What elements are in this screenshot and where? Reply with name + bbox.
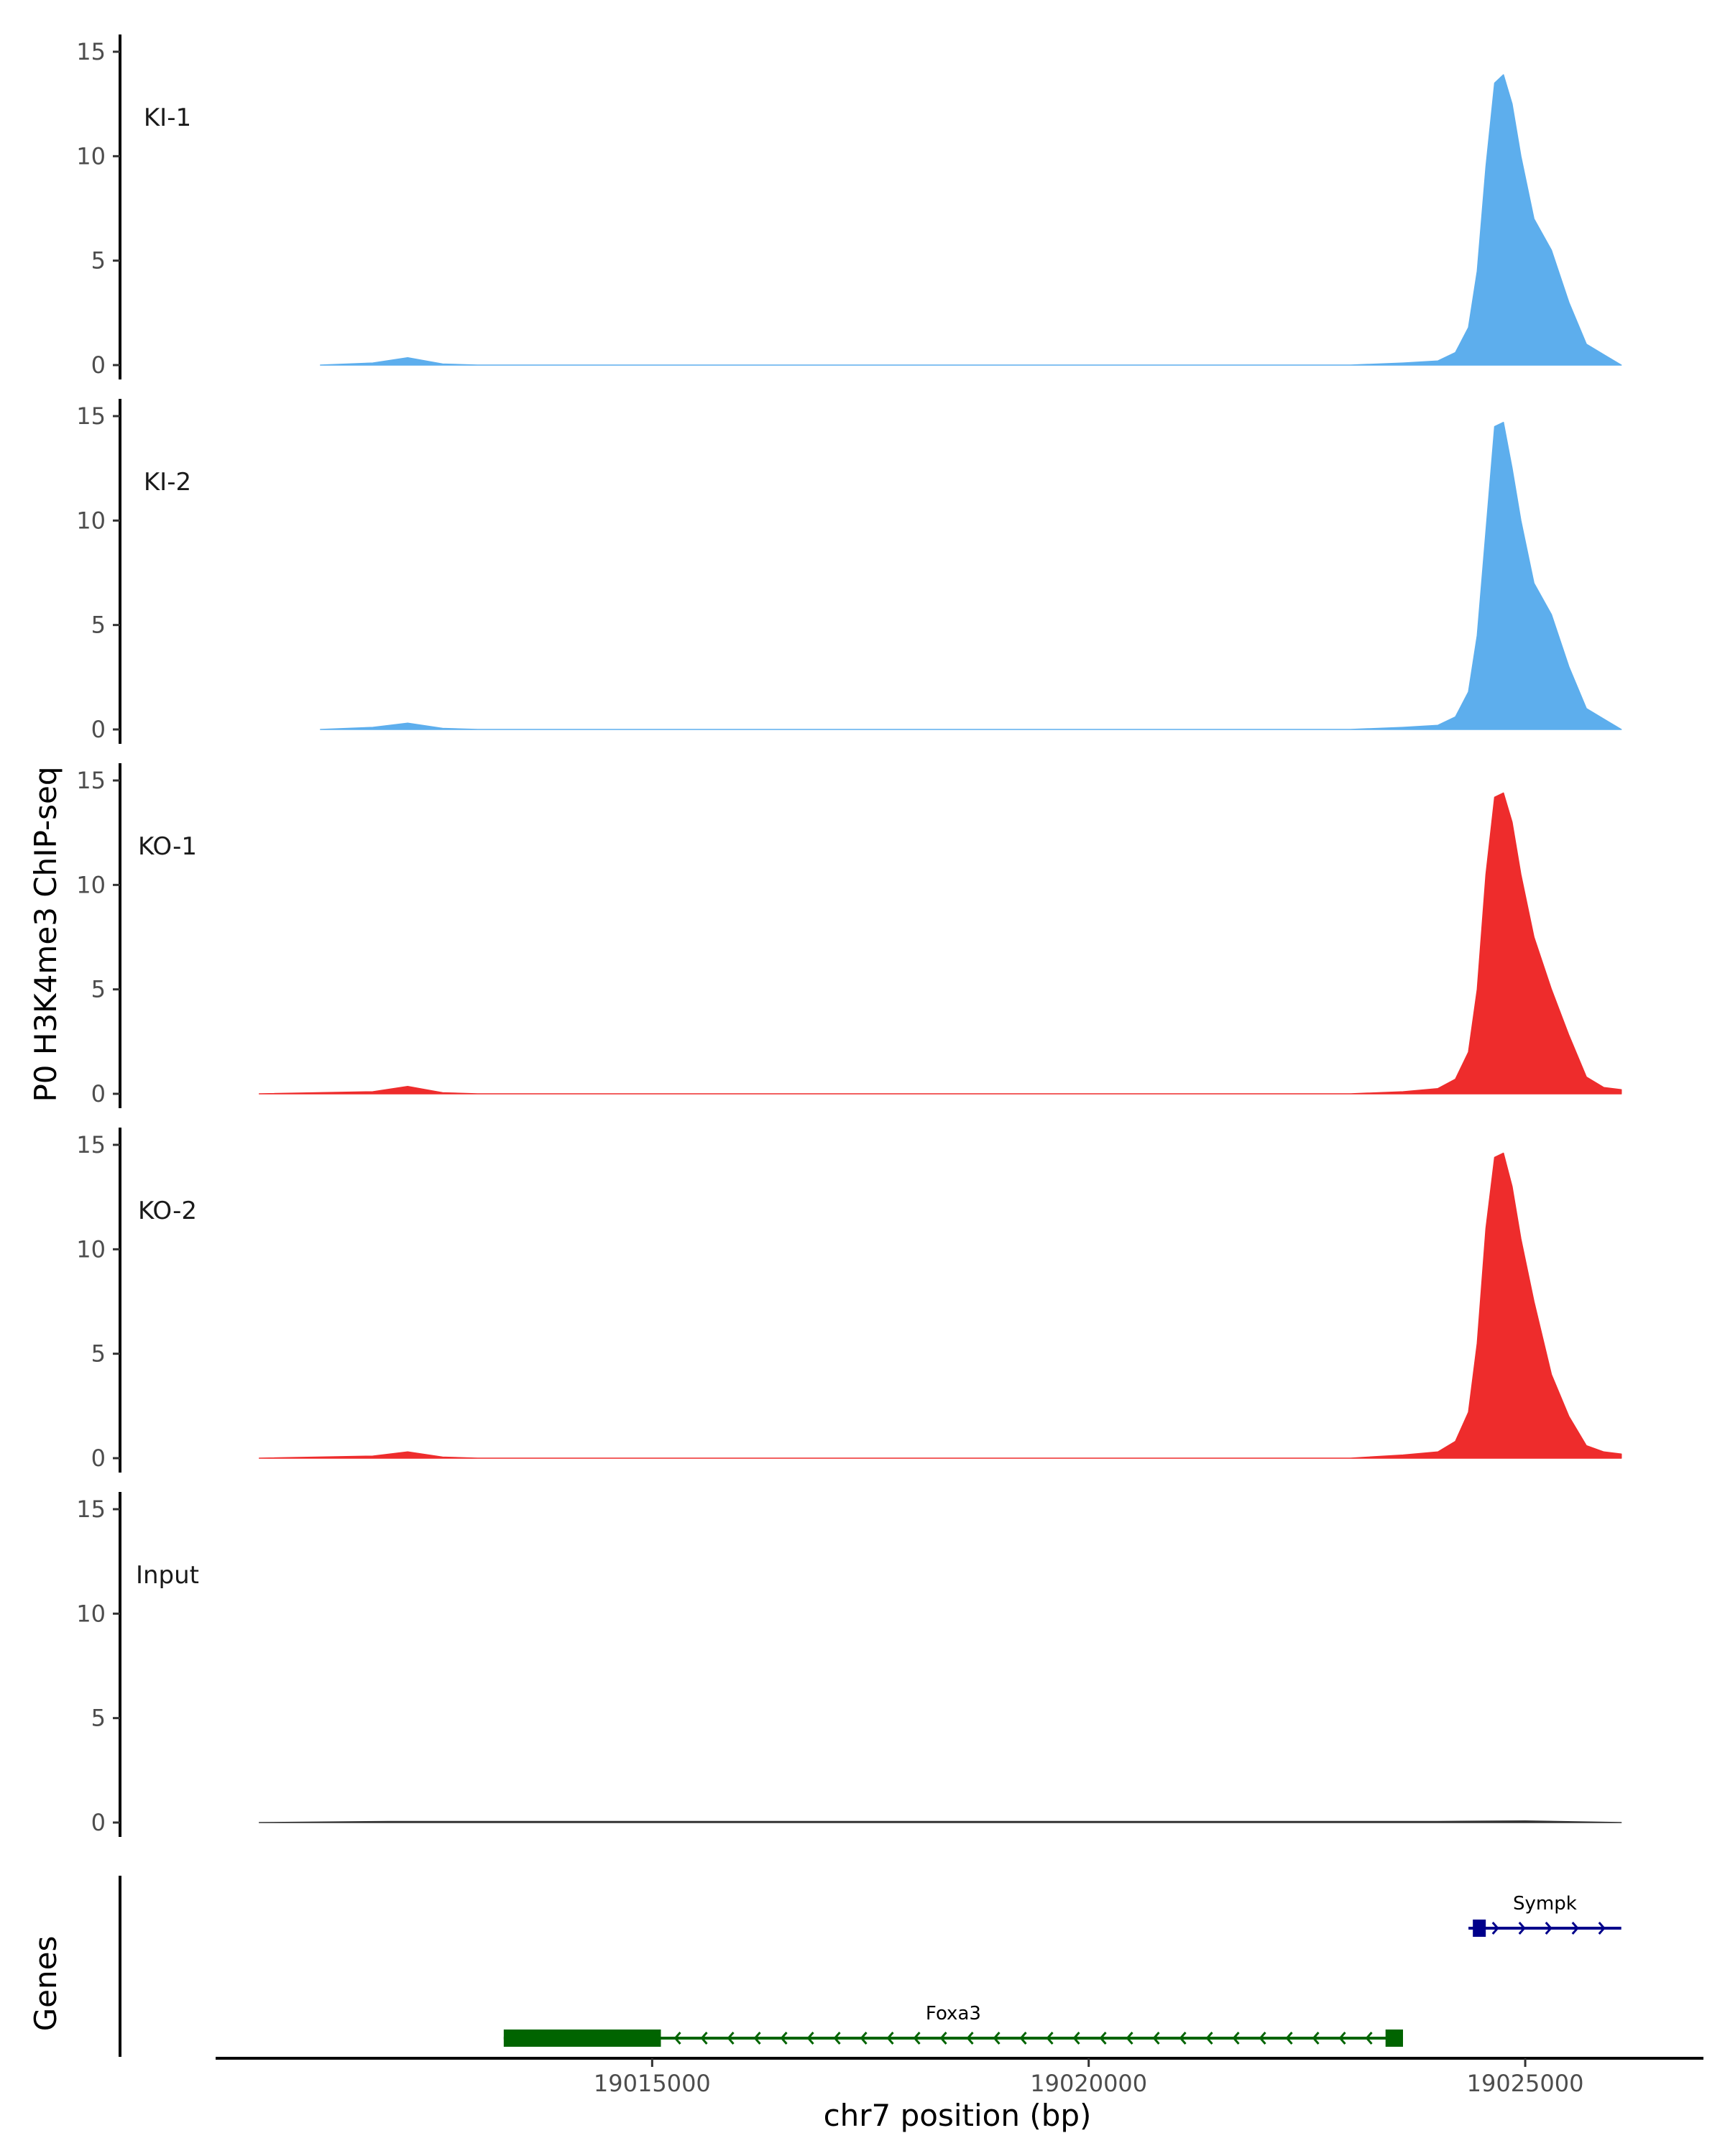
y-tick-label: 0 xyxy=(91,1080,106,1107)
y-tick-label: 15 xyxy=(76,402,106,430)
strand-chevron xyxy=(1545,1922,1552,1935)
x-tick-label: 19020000 xyxy=(1030,2070,1147,2097)
y-tick-label: 0 xyxy=(91,1809,106,1836)
strand-chevron xyxy=(966,2032,974,2045)
y-tick-label: 10 xyxy=(76,1600,106,1627)
genes-axis-title: Genes xyxy=(28,1936,63,2032)
y-tick-label: 15 xyxy=(76,1496,106,1523)
strand-chevron xyxy=(1179,2032,1187,2045)
y-tick-label: 0 xyxy=(91,1445,106,1472)
gene-exon xyxy=(1473,1920,1486,1937)
y-tick-label: 10 xyxy=(76,1235,106,1263)
y-tick-label: 0 xyxy=(91,716,106,743)
strand-chevron xyxy=(939,2032,947,2045)
strand-chevron xyxy=(1491,1922,1499,1935)
strand-chevron xyxy=(673,2032,681,2045)
coverage-area xyxy=(320,74,1622,366)
track-ko-1: 0 5 10 15 KO-1 xyxy=(76,763,1622,1108)
coverage-area xyxy=(258,792,1622,1095)
y-tick-label: 0 xyxy=(91,351,106,379)
gene-sympk: Sympk xyxy=(1468,1893,1622,1937)
y-tick-label: 15 xyxy=(76,38,106,65)
strand-chevron xyxy=(1259,2032,1266,2045)
track-label: KO-1 xyxy=(138,832,197,861)
x-tick-label: 19025000 xyxy=(1467,2070,1584,2097)
track-label: Input xyxy=(136,1561,199,1590)
y-tick-label: 15 xyxy=(76,1131,106,1158)
strand-chevron xyxy=(700,2032,708,2045)
strand-chevron xyxy=(1099,2032,1107,2045)
gene-annotation-panel: Foxa3 Sympk xyxy=(119,1876,1622,2057)
y-tick-label: 5 xyxy=(91,1705,106,1732)
y-tick-label: 5 xyxy=(91,1340,106,1368)
strand-chevron xyxy=(1152,2032,1160,2045)
gene-exon xyxy=(503,2030,661,2047)
track-input: 0 5 10 15 Input xyxy=(76,1492,1622,1837)
strand-chevron xyxy=(780,2032,788,2045)
y-tick-label: 10 xyxy=(76,142,106,170)
strand-chevron xyxy=(1598,1922,1606,1935)
track-label: KI-2 xyxy=(144,468,191,497)
strand-chevron xyxy=(727,2032,735,2045)
track-ki-2: 0 5 10 15 KI-2 xyxy=(76,399,1622,744)
strand-chevron xyxy=(1205,2032,1213,2045)
y-tick-label: 15 xyxy=(76,767,106,794)
strand-chevron xyxy=(753,2032,761,2045)
coverage-tracks: 0 5 10 15 KI-1 0 5 10 15 KI-2 0 5 10 15 KO-1 0 5 10 15 KO-2… xyxy=(76,34,1622,1837)
gene-label: Sympk xyxy=(1513,1893,1577,1915)
gene-foxa3: Foxa3 xyxy=(503,2003,1403,2047)
strand-chevron xyxy=(1392,2032,1399,2045)
strand-chevron xyxy=(1312,2032,1320,2045)
strand-chevron xyxy=(1126,2032,1133,2045)
strand-chevron xyxy=(1046,2032,1054,2045)
strand-chevron xyxy=(806,2032,814,2045)
strand-chevron xyxy=(1571,1922,1579,1935)
gene-label: Foxa3 xyxy=(926,2003,981,2024)
strand-chevron xyxy=(860,2032,868,2045)
y-axis-title: P0 H3K4me3 ChIP-seq xyxy=(28,766,63,1102)
strand-chevron xyxy=(886,2032,894,2045)
track-ki-1: 0 5 10 15 KI-1 xyxy=(76,34,1622,379)
track-label: KO-2 xyxy=(138,1197,197,1225)
strand-chevron xyxy=(1072,2032,1080,2045)
strand-chevron xyxy=(993,2032,1000,2045)
y-tick-label: 10 xyxy=(76,507,106,534)
strand-chevron xyxy=(1285,2032,1293,2045)
strand-chevron xyxy=(1019,2032,1027,2045)
x-tick-label: 19015000 xyxy=(594,2070,711,2097)
strand-chevron xyxy=(833,2032,841,2045)
y-tick-label: 5 xyxy=(91,247,106,275)
strand-chevron xyxy=(1338,2032,1346,2045)
coverage-area xyxy=(258,1820,1622,1823)
y-tick-label: 5 xyxy=(91,976,106,1003)
strand-chevron xyxy=(1232,2032,1240,2045)
y-tick-label: 5 xyxy=(91,612,106,639)
coverage-area xyxy=(320,421,1622,730)
strand-chevron xyxy=(913,2032,921,2045)
x-axis-title: chr7 position (bp) xyxy=(824,2098,1092,2133)
strand-chevron xyxy=(1365,2032,1373,2045)
track-ko-2: 0 5 10 15 KO-2 xyxy=(76,1128,1622,1473)
strand-chevron xyxy=(1518,1922,1526,1935)
coverage-area xyxy=(258,1152,1622,1459)
x-axis: 19015000 19020000 19025000 xyxy=(216,2057,1703,2097)
y-tick-label: 10 xyxy=(76,871,106,898)
track-label: KI-1 xyxy=(144,103,191,132)
